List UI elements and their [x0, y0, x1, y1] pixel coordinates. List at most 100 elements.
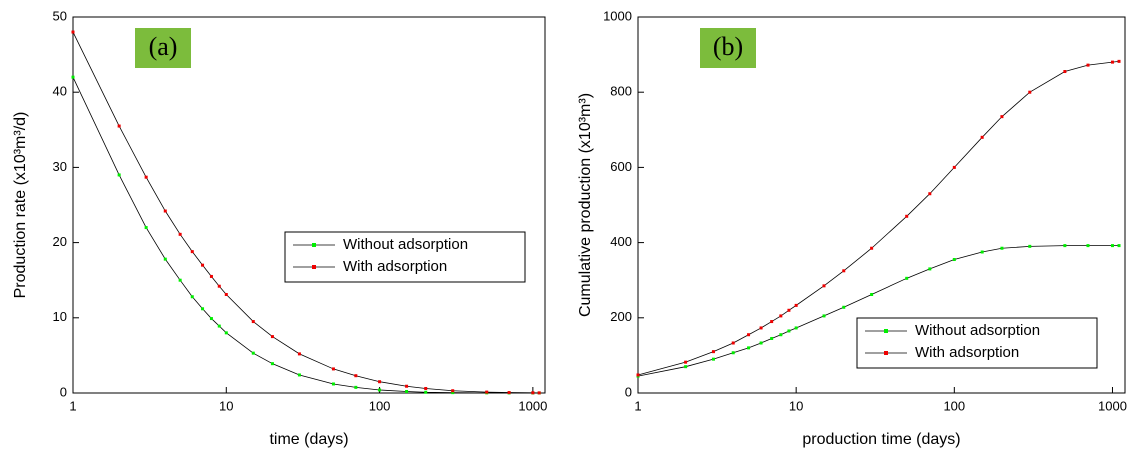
point-marker	[201, 307, 205, 311]
point-marker	[870, 292, 874, 296]
point-marker	[451, 389, 455, 393]
point-marker	[531, 391, 535, 395]
point-marker	[747, 333, 751, 337]
series-line	[72, 31, 540, 394]
point-marker	[759, 341, 763, 345]
x-tick-label: 1	[69, 398, 76, 413]
point-marker	[928, 267, 932, 271]
point-marker	[905, 276, 909, 280]
point-marker	[759, 326, 763, 330]
point-marker	[251, 320, 255, 324]
y-tick-label: 200	[610, 309, 632, 324]
y-axis-title: Cumulative production (x10³m³)	[577, 93, 594, 317]
x-axis-title: production time (days)	[802, 431, 960, 448]
point-marker	[770, 336, 774, 340]
point-marker	[980, 135, 984, 139]
legend-marker	[884, 351, 888, 355]
point-marker	[378, 388, 382, 392]
point-marker	[684, 365, 688, 369]
panel-label-box	[135, 28, 191, 68]
point-marker	[163, 209, 167, 213]
point-marker	[1028, 90, 1032, 94]
point-marker	[190, 250, 194, 254]
point-marker	[201, 263, 205, 267]
point-marker	[636, 373, 640, 377]
point-marker	[209, 317, 213, 321]
x-tick-label: 1	[634, 398, 641, 413]
point-marker	[331, 367, 335, 371]
point-marker	[117, 124, 121, 128]
y-tick-label: 0	[625, 384, 632, 399]
point-marker	[787, 308, 791, 312]
point-marker	[1086, 244, 1090, 248]
point-marker	[870, 246, 874, 250]
point-marker	[842, 269, 846, 273]
point-marker	[507, 391, 511, 395]
plot-frame	[637, 16, 1126, 394]
point-marker	[684, 360, 688, 364]
x-tick-label: 100	[369, 398, 391, 413]
point-marker	[1000, 246, 1004, 250]
point-marker	[190, 295, 194, 299]
point-marker	[144, 175, 148, 179]
plot-frame	[72, 16, 546, 394]
point-marker	[451, 391, 455, 395]
y-tick-label: 20	[53, 234, 67, 249]
point-marker	[251, 351, 255, 355]
point-marker	[217, 324, 221, 328]
point-marker	[537, 391, 541, 395]
point-marker	[1117, 244, 1121, 248]
point-marker	[1063, 70, 1067, 74]
point-marker	[711, 357, 715, 361]
point-marker	[71, 75, 75, 79]
legend-marker	[312, 265, 316, 269]
point-marker	[731, 351, 735, 355]
point-marker	[209, 274, 213, 278]
y-tick-label: 800	[610, 84, 632, 99]
panel-label: (b)	[713, 32, 743, 61]
y-tick-label: 1000	[603, 8, 632, 23]
y-tick-label: 400	[610, 234, 632, 249]
y-tick-label: 50	[53, 8, 67, 23]
point-marker	[217, 284, 221, 288]
point-marker	[731, 341, 735, 345]
point-marker	[178, 232, 182, 236]
y-tick-label: 30	[53, 159, 67, 174]
point-marker	[485, 390, 489, 394]
point-marker	[779, 333, 783, 337]
point-marker	[1110, 244, 1114, 248]
x-axis-title: time (days)	[269, 431, 348, 448]
point-marker	[378, 380, 382, 384]
point-marker	[163, 257, 167, 261]
panel-label: (a)	[149, 32, 178, 61]
point-marker	[297, 373, 301, 377]
point-marker	[787, 329, 791, 333]
x-tick-label: 1000	[518, 398, 547, 413]
point-marker	[928, 192, 932, 196]
legend-box	[284, 231, 526, 283]
point-marker	[794, 303, 798, 307]
point-marker	[424, 386, 428, 390]
y-axis-title: Production rate (x10³m³/d)	[12, 112, 29, 299]
point-marker	[905, 214, 909, 218]
panel-label-box	[700, 28, 756, 68]
legend-label: Without adsorption	[343, 236, 468, 253]
point-marker	[297, 352, 301, 356]
point-marker	[952, 165, 956, 169]
legend-label: With adsorption	[915, 344, 1019, 361]
point-marker	[1063, 244, 1067, 248]
y-tick-label: 600	[610, 159, 632, 174]
point-marker	[270, 362, 274, 366]
x-tick-label: 10	[219, 398, 233, 413]
point-marker	[178, 278, 182, 282]
point-marker	[980, 250, 984, 254]
point-marker	[711, 350, 715, 354]
point-marker	[1117, 59, 1121, 63]
point-marker	[779, 314, 783, 318]
y-tick-label: 40	[53, 84, 67, 99]
point-marker	[424, 390, 428, 394]
point-marker	[770, 320, 774, 324]
point-marker	[354, 374, 358, 378]
point-marker	[224, 292, 228, 296]
